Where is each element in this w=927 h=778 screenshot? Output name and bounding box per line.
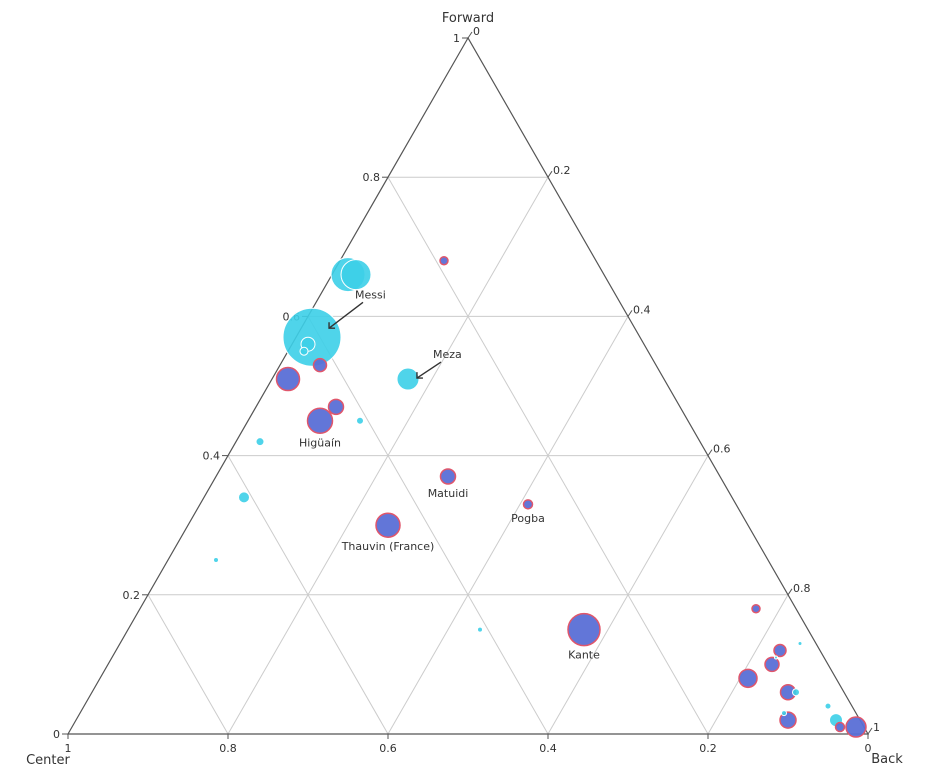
data-point <box>238 491 250 504</box>
data-point <box>275 366 301 392</box>
data-point <box>738 668 758 689</box>
arrow-meza <box>416 361 442 379</box>
grid-line-center <box>227 455 389 735</box>
data-point <box>312 357 328 373</box>
tick-label-center: 0.8 <box>219 742 237 755</box>
triangle-outline <box>66 36 870 735</box>
triangle-frame <box>66 36 870 735</box>
label-kante: Kante <box>568 649 600 662</box>
data-point <box>781 710 787 717</box>
data-point <box>477 626 483 633</box>
label-messi: Messi <box>355 288 386 301</box>
tick-label-forward: 0.4 <box>203 450 221 463</box>
tick-label-center: 0.2 <box>699 742 717 755</box>
tick-label-back: 1 <box>873 721 880 734</box>
tick-label-back: 0.6 <box>713 443 731 456</box>
tick-label-center: 1 <box>65 742 72 755</box>
tick-label-forward: 0.2 <box>123 589 141 602</box>
data-point <box>299 346 309 356</box>
arrow-messi <box>328 301 364 329</box>
tick-label-forward: 0.8 <box>363 171 381 184</box>
data-point <box>340 259 372 291</box>
data-point <box>764 656 780 673</box>
arrowhead-messi <box>328 322 336 329</box>
label-pogba: Pogba <box>511 512 545 525</box>
tick-label-forward: 1 <box>453 32 460 45</box>
tick-label-forward: 0 <box>53 728 60 741</box>
data-point <box>792 688 800 697</box>
grid-line-back <box>547 455 709 735</box>
tick-mark-back <box>627 310 633 317</box>
data-point <box>306 407 334 435</box>
data-point <box>824 702 832 710</box>
grid-line-center <box>147 594 229 735</box>
label-matuidi: Matuidi <box>428 487 469 500</box>
data-point <box>396 367 420 391</box>
forward-axis-title: Forward <box>442 11 494 26</box>
tick-label-back: 0 <box>473 25 480 38</box>
tick-mark-back <box>787 588 793 596</box>
tick-mark-back <box>467 31 473 39</box>
data-point <box>439 255 449 266</box>
center-axis-title: Center <box>26 753 70 768</box>
data-point <box>375 512 401 538</box>
tick-mark-back <box>867 727 873 735</box>
data-point <box>834 721 846 733</box>
data-point <box>567 612 601 647</box>
back-axis-title: Back <box>871 752 903 767</box>
grid-lines <box>147 176 789 735</box>
grid-line-back <box>707 594 789 735</box>
tick-mark-back <box>707 449 713 456</box>
data-point <box>255 437 265 447</box>
tick-label-back: 0.8 <box>793 582 811 595</box>
tick-labels: 0000.20.20.20.40.40.40.60.60.60.80.80.81… <box>53 25 880 755</box>
data-point <box>282 307 342 367</box>
tick-label-center: 0 <box>865 742 872 755</box>
tick-label-center: 0.6 <box>379 742 397 755</box>
tick-label-back: 0.2 <box>553 164 571 177</box>
label-hig-a-n: Higüaín <box>299 436 341 449</box>
data-point <box>773 643 787 658</box>
data-point <box>356 416 364 425</box>
data-point <box>439 468 457 485</box>
label-meza: Meza <box>433 348 462 361</box>
tick-label-back: 0.4 <box>633 303 651 316</box>
data-point <box>774 655 778 660</box>
data-point <box>327 398 345 416</box>
data-point <box>797 641 803 647</box>
data-points <box>213 255 867 738</box>
arrowhead-meza <box>416 372 423 379</box>
data-point <box>522 499 534 510</box>
data-point <box>751 603 761 614</box>
label-thauvin-france: Thauvin (France) <box>341 540 435 553</box>
grid-line-back <box>387 316 629 735</box>
data-point <box>845 716 867 738</box>
tick-label-center: 0.4 <box>539 742 557 755</box>
tick-mark-back <box>547 170 553 178</box>
point-labels: Messi Meza Higüaín Matuidi Pogba Thauvin (Fra… <box>299 288 600 661</box>
data-point <box>213 557 219 563</box>
grid-line-center <box>307 316 549 735</box>
